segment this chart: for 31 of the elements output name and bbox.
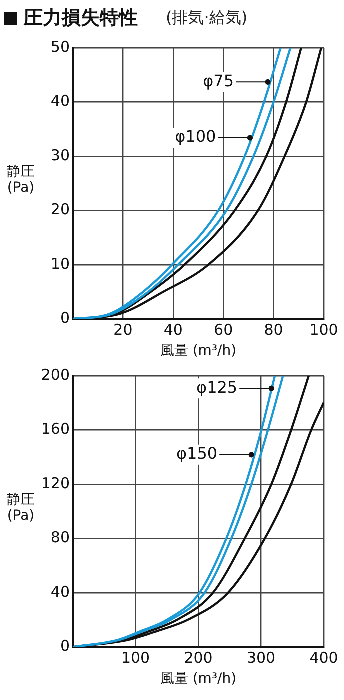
y-axis-title: 静圧(Pa) bbox=[6, 164, 36, 196]
x-tick-label: 200 bbox=[184, 649, 213, 668]
y-axis-title: 静圧(Pa) bbox=[6, 492, 36, 524]
y-tick-label: 160 bbox=[41, 420, 70, 438]
chart-title: 圧力損失特性 bbox=[24, 6, 138, 31]
x-axis-title: 風量 (m³/h) bbox=[160, 671, 237, 688]
y-tick-label: 50 bbox=[50, 38, 70, 56]
y-tick-label: 80 bbox=[50, 528, 70, 547]
y-tick-label: 200 bbox=[41, 366, 70, 384]
annotation: φ100 bbox=[175, 127, 216, 146]
y-tick-label: 40 bbox=[50, 582, 70, 601]
y-tick-label: 20 bbox=[50, 200, 70, 219]
y-tick-label: 40 bbox=[50, 92, 70, 110]
chart-subtitle: (排気·給気) bbox=[166, 8, 248, 28]
y-tick-label: 120 bbox=[41, 474, 70, 492]
x-tick-label: 100 bbox=[121, 649, 150, 668]
y-tick-label: 30 bbox=[50, 146, 70, 164]
x-tick-label: 80 bbox=[264, 321, 284, 340]
x-tick-label: 20 bbox=[114, 321, 133, 340]
annotation: φ150 bbox=[176, 444, 218, 464]
y-tick-label: 10 bbox=[50, 254, 70, 273]
annotation: φ75 bbox=[203, 71, 234, 90]
x-tick-label: 300 bbox=[246, 649, 276, 668]
x-tick-label: 100 bbox=[310, 321, 338, 340]
x-tick-label: 400 bbox=[310, 649, 338, 668]
x-tick-label: 40 bbox=[164, 321, 183, 340]
x-tick-label: 60 bbox=[214, 321, 234, 340]
y-tick-label: 0 bbox=[60, 637, 70, 656]
annotation: φ125 bbox=[196, 378, 238, 397]
y-tick-label: 0 bbox=[60, 309, 70, 328]
x-axis-title: 風量 (m³/h) bbox=[160, 343, 237, 360]
